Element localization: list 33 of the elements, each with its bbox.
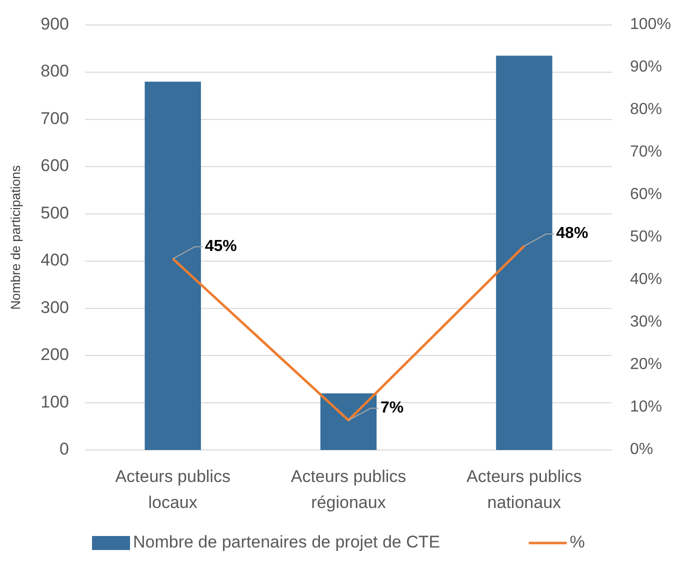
y-tick-label: 700: [40, 108, 69, 128]
y-tick-label: 600: [40, 156, 69, 176]
y2-tick-label: 90%: [630, 58, 662, 76]
y-tick-label: 800: [40, 62, 69, 81]
x-tick-label: Acteurs publics régionaux: [290, 467, 406, 512]
y-tick-label: 100: [40, 392, 69, 412]
y2-tick-label: 40%: [630, 271, 662, 288]
legend-label: Nombre de partenaires de projet de CTE: [133, 532, 440, 552]
data-label: 7%: [380, 399, 404, 416]
y-axis-title: Nombre de participations: [8, 164, 23, 310]
y-tick-label: 0: [60, 439, 69, 458]
bar: [320, 393, 377, 450]
legend-label: %: [570, 532, 585, 552]
y-tick-label: 300: [40, 298, 69, 317]
x-tick-label: Acteurs publics nationaux: [466, 467, 582, 512]
y2-tick-label: 50%: [630, 228, 662, 246]
y-tick-label: 400: [40, 250, 69, 270]
data-label: 48%: [556, 225, 588, 242]
y2-tick-label: 10%: [630, 398, 662, 416]
x-tick-label: Acteurs publics locaux: [115, 467, 230, 512]
y-tick-label: 500: [40, 203, 69, 222]
bar: [496, 56, 552, 450]
data-label: 45%: [204, 238, 237, 255]
y2-tick-label: 0%: [630, 441, 654, 458]
y2-tick-label: 70%: [630, 144, 662, 161]
y2-tick-label: 60%: [630, 186, 662, 204]
y2-tick-label: 100%: [630, 16, 671, 34]
y2-tick-label: 80%: [630, 101, 662, 118]
bar: [144, 82, 201, 450]
y-tick-label: 200: [40, 345, 69, 364]
y2-tick-label: 20%: [630, 356, 662, 374]
y-tick-label: 900: [40, 14, 69, 34]
y2-tick-label: 30%: [630, 314, 662, 331]
